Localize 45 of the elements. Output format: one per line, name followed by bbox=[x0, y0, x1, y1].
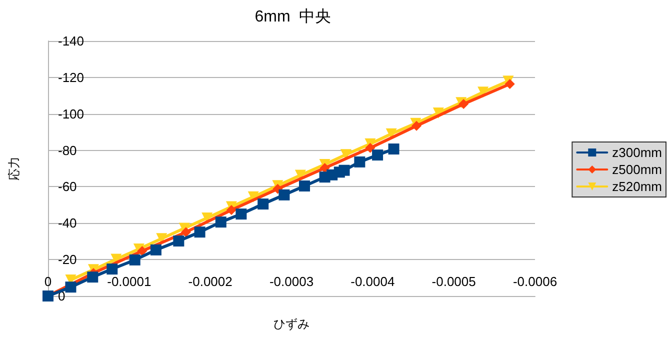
point bbox=[504, 78, 515, 89]
x-tick-label: -0.0001 bbox=[107, 274, 152, 289]
x-tick-label: 0 bbox=[44, 274, 52, 289]
x-tick-label: -0.0005 bbox=[432, 274, 476, 289]
y-tick-label: -120 bbox=[58, 70, 84, 85]
y-axis-title: 応力 bbox=[7, 156, 21, 180]
x-tick-label: -0.0003 bbox=[269, 274, 314, 289]
point bbox=[298, 180, 310, 192]
y-tick-label: -40 bbox=[58, 216, 77, 231]
point bbox=[354, 156, 366, 168]
point bbox=[106, 264, 118, 275]
point bbox=[137, 246, 148, 256]
y-tick-label: -100 bbox=[58, 106, 84, 122]
point bbox=[258, 198, 269, 210]
point bbox=[320, 162, 330, 173]
point bbox=[236, 208, 247, 220]
point bbox=[180, 227, 191, 238]
y-tick-label: -140 bbox=[58, 34, 84, 48]
point bbox=[215, 216, 226, 228]
point bbox=[365, 142, 376, 153]
point bbox=[226, 205, 236, 216]
point bbox=[278, 189, 290, 200]
point bbox=[372, 150, 384, 161]
point bbox=[194, 226, 206, 238]
x-axis-title: ひずみ bbox=[274, 317, 310, 331]
chart-title: 6mm 中央 bbox=[254, 8, 332, 26]
legend-label: z300mm bbox=[612, 145, 662, 160]
y-tick-label: -60 bbox=[58, 179, 77, 194]
point bbox=[202, 212, 213, 224]
point bbox=[87, 272, 98, 283]
legend-label: z520mm bbox=[612, 179, 662, 194]
point bbox=[458, 99, 469, 110]
point bbox=[173, 235, 184, 246]
point bbox=[65, 282, 76, 293]
legend-label: z500mm bbox=[612, 162, 662, 177]
point bbox=[388, 144, 400, 155]
y-tick-label: -80 bbox=[58, 142, 77, 158]
x-tick-label: -0.0006 bbox=[512, 274, 558, 289]
x-tick-label: -0.0004 bbox=[350, 274, 395, 289]
y-tick-label: -20 bbox=[58, 252, 77, 268]
point bbox=[129, 254, 140, 266]
x-tick-label: -0.0002 bbox=[188, 274, 232, 289]
point bbox=[338, 164, 350, 176]
point bbox=[150, 244, 162, 256]
point bbox=[411, 120, 422, 131]
